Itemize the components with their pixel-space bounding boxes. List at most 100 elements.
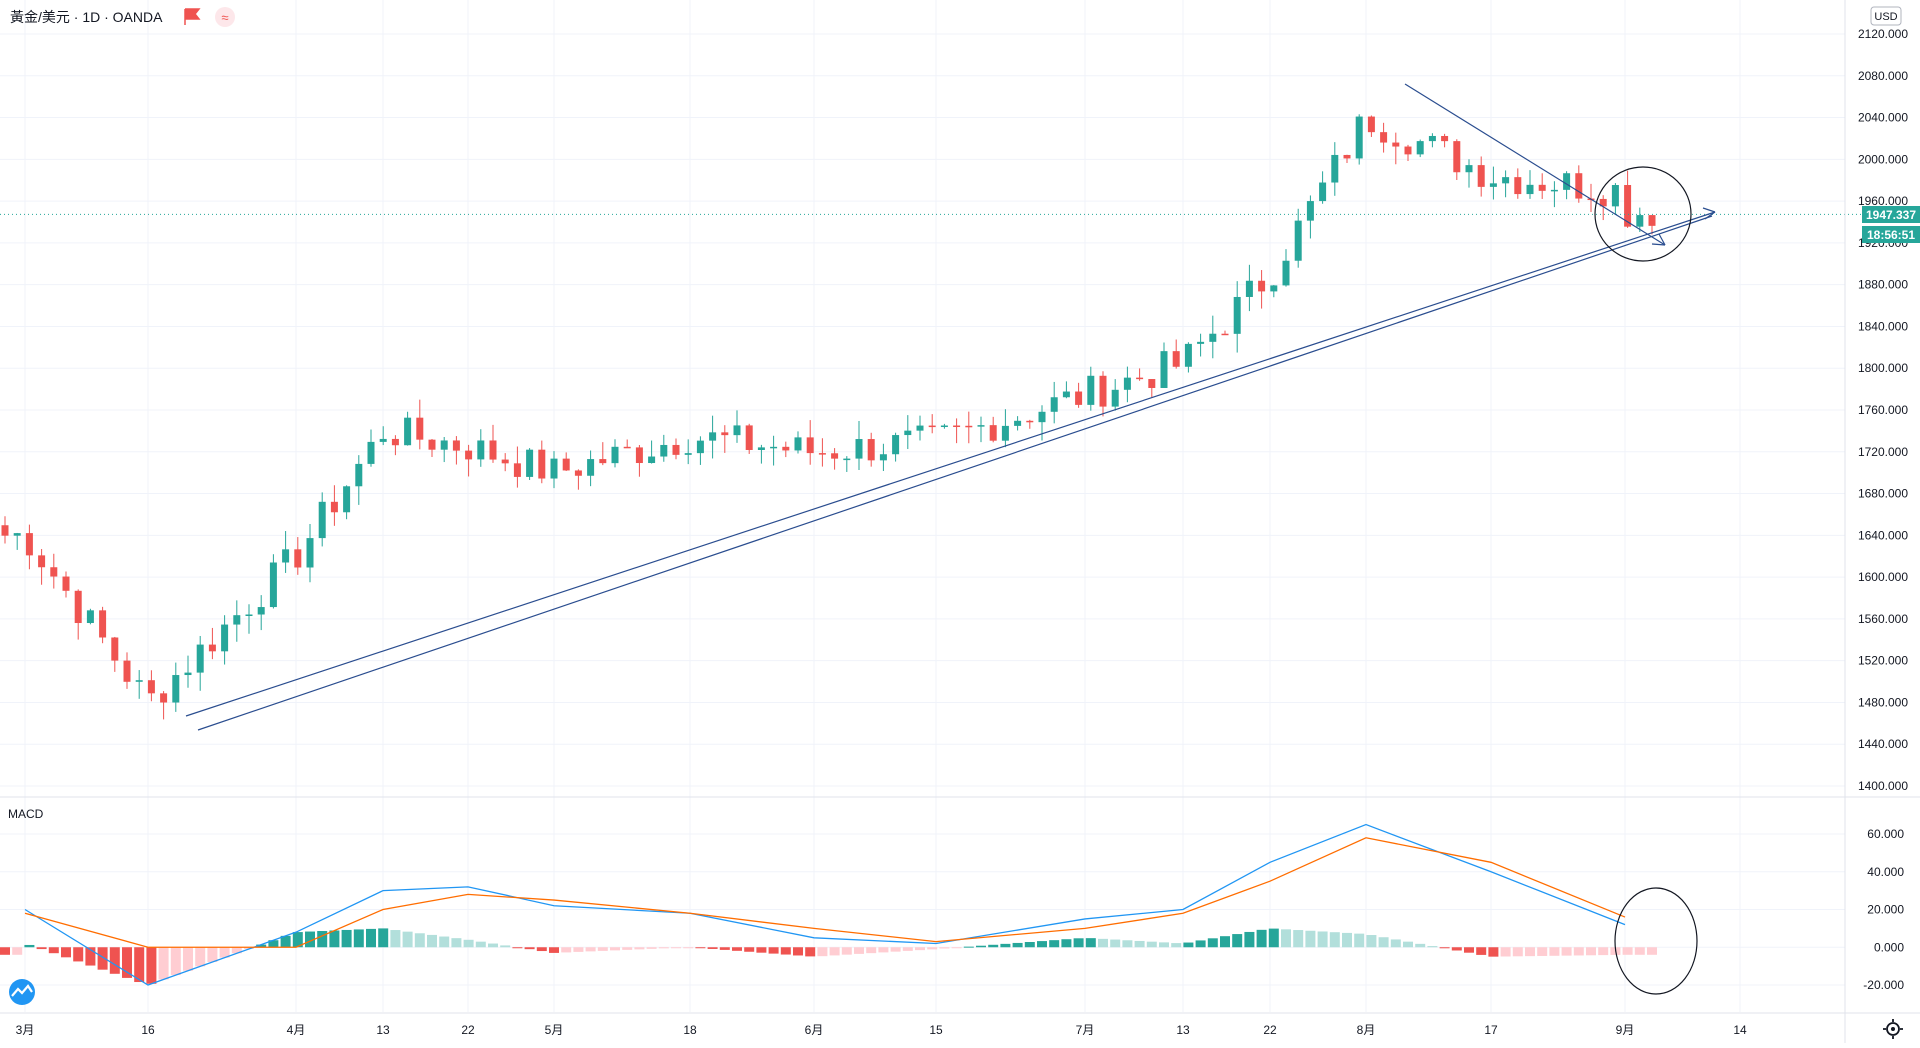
tradingview-logo-icon[interactable] xyxy=(9,979,35,1005)
y-tick-label: 1520.000 xyxy=(1858,654,1908,668)
macd-hist-bar xyxy=(866,947,877,954)
macd-hist-bar xyxy=(268,940,279,948)
candle-body xyxy=(1282,260,1290,286)
compare-icon[interactable]: ≈ xyxy=(215,7,235,27)
y-tick-label: 1760.000 xyxy=(1858,403,1908,417)
macd-y-tick-label: 60.000 xyxy=(1867,827,1904,841)
macd-hist-bar xyxy=(305,931,315,948)
candle-body xyxy=(1258,280,1266,292)
macd-hist-bar xyxy=(207,947,218,963)
y-tick-label: 1560.000 xyxy=(1858,612,1908,626)
macd-hist-bar xyxy=(683,947,694,949)
macd-hist-bar xyxy=(988,944,999,948)
macd-y-tick-label: -20.000 xyxy=(1863,978,1904,992)
macd-hist-bar xyxy=(109,947,120,974)
candle-body xyxy=(635,447,643,464)
candle-body xyxy=(696,440,704,454)
candle-body xyxy=(86,610,94,624)
y-tick-label: 1400.000 xyxy=(1858,779,1908,793)
candle-body xyxy=(1453,141,1461,173)
macd-hist-bar xyxy=(1305,930,1316,948)
candle-body xyxy=(721,432,729,436)
macd-hist-bar xyxy=(1037,941,1047,948)
candle-body xyxy=(330,501,338,513)
macd-hist-bar xyxy=(73,947,84,962)
macd-hist-bar xyxy=(512,947,523,949)
macd-hist-bar xyxy=(463,939,474,948)
candle-body xyxy=(257,607,265,615)
macd-hist-bar xyxy=(97,947,108,970)
macd-hist-bar xyxy=(231,947,242,954)
macd-hist-bar xyxy=(1317,931,1328,948)
candle-body xyxy=(1319,182,1327,202)
indicator-label[interactable]: MACD xyxy=(8,807,44,821)
macd-hist-bar xyxy=(488,943,498,948)
candle-body xyxy=(1343,154,1351,159)
macd-hist-bar xyxy=(1159,942,1169,948)
macd-hist-bar xyxy=(1488,947,1499,957)
red-flag-icon[interactable] xyxy=(184,8,201,25)
countdown-tag xyxy=(1862,226,1920,243)
candle-body xyxy=(1209,333,1217,342)
macd-hist-bar xyxy=(85,947,96,966)
macd-hist-bar xyxy=(1281,929,1291,948)
candle-body xyxy=(99,610,107,638)
candle-body xyxy=(855,439,863,459)
macd-hist-bar xyxy=(1329,932,1340,948)
x-tick-label: 3月 xyxy=(16,1023,35,1037)
macd-hist-bar xyxy=(1134,940,1145,948)
currency-badge[interactable]: USD xyxy=(1874,11,1897,23)
candle-body xyxy=(233,615,241,625)
macd-hist-bar xyxy=(1598,947,1609,956)
candle-body xyxy=(391,438,399,446)
macd-hist-bar xyxy=(1000,943,1011,948)
x-tick-label: 17 xyxy=(1484,1023,1498,1037)
candle-body xyxy=(440,440,448,450)
candle-body xyxy=(806,437,814,454)
candle-body xyxy=(1428,135,1436,142)
macd-hist-bar xyxy=(1525,947,1535,957)
candle-body xyxy=(1502,177,1510,184)
macd-hist-bar xyxy=(1024,942,1035,948)
macd-hist-bar xyxy=(610,947,620,951)
candle-body xyxy=(623,446,631,449)
y-tick-label: 2120.000 xyxy=(1858,27,1908,41)
candle-body xyxy=(1465,165,1473,173)
x-tick-label: 22 xyxy=(461,1023,475,1037)
candle-body xyxy=(1270,285,1278,292)
y-tick-label: 2080.000 xyxy=(1858,69,1908,83)
macd-hist-bar xyxy=(1244,931,1255,948)
candle-body xyxy=(1477,165,1485,187)
macd-y-tick-label: 20.000 xyxy=(1867,903,1904,917)
macd-hist-bar xyxy=(634,947,645,950)
candle-body xyxy=(1050,397,1058,412)
candle-body xyxy=(1624,185,1632,227)
gear-icon[interactable] xyxy=(1883,1019,1903,1039)
candle-body xyxy=(940,425,948,428)
candle-body xyxy=(1001,425,1009,441)
candle-body xyxy=(25,533,33,556)
candle-body xyxy=(843,458,851,461)
macd-hist-bar xyxy=(280,935,291,948)
macd-hist-bar xyxy=(402,931,413,948)
macd-hist-bar xyxy=(829,947,840,956)
candle-body xyxy=(245,614,253,616)
macd-hist-bar xyxy=(1195,940,1206,948)
candle-body xyxy=(1197,341,1205,344)
y-tick-label: 2040.000 xyxy=(1858,111,1908,125)
macd-hist-bar xyxy=(0,947,10,955)
macd-hist-bar xyxy=(158,947,169,980)
descending-trendline xyxy=(1404,83,1666,246)
descending-arrowhead xyxy=(1651,233,1666,246)
candle-body xyxy=(818,453,826,455)
candle-body xyxy=(62,576,70,591)
x-tick-label: 15 xyxy=(929,1023,943,1037)
y-tick-label: 2000.000 xyxy=(1858,152,1908,166)
symbol-title[interactable]: 黃金/美元 · 1D · OANDA xyxy=(10,9,163,25)
macd-hist-bar xyxy=(1354,933,1365,948)
macd-hist-bar xyxy=(915,947,925,951)
macd-hist-bar xyxy=(1451,947,1462,951)
candle-body xyxy=(794,437,802,451)
